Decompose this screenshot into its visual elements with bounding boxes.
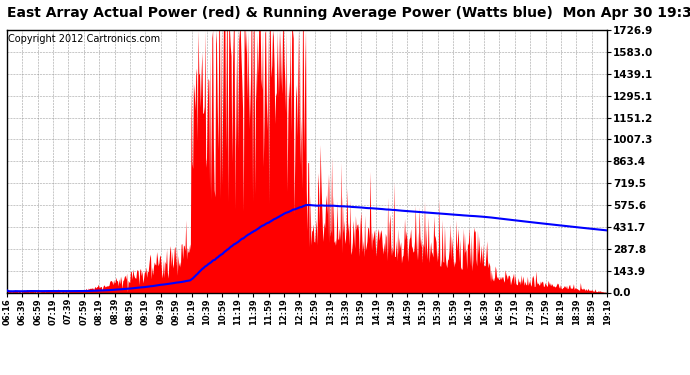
Text: East Array Actual Power (red) & Running Average Power (Watts blue)  Mon Apr 30 1: East Array Actual Power (red) & Running … <box>7 6 690 20</box>
Text: Copyright 2012 Cartronics.com: Copyright 2012 Cartronics.com <box>8 34 159 44</box>
